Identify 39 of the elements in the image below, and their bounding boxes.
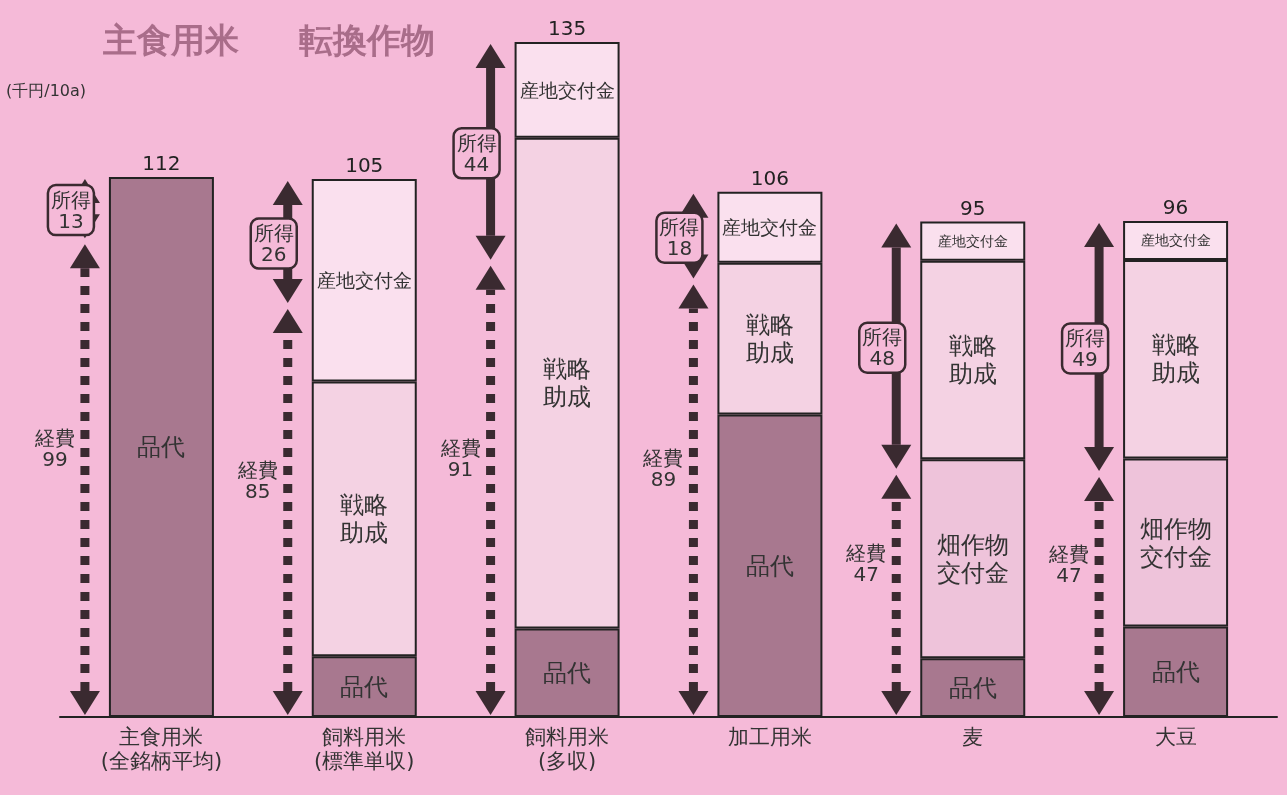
text: 畑作物交付金 <box>1139 514 1212 571</box>
series-label: 品代 <box>948 673 997 702</box>
series-label: 産地交付金 <box>316 269 412 292</box>
x-tick-label: 飼料用米 (多収) <box>525 725 610 773</box>
text: 品代 <box>137 433 186 461</box>
x-tick-label: 加工用米 <box>727 725 812 749</box>
text: 戦略助成 <box>745 310 794 367</box>
x-tick-label: 大豆 <box>1154 725 1197 749</box>
series-label: 戦略助成 <box>340 490 389 547</box>
text: 品代 <box>340 672 389 701</box>
text: 品代 <box>543 658 592 687</box>
text: 品代 <box>745 551 794 580</box>
annotation: 転換作物 <box>298 20 435 60</box>
series-label: 畑作物交付金 <box>936 530 1009 587</box>
annotation: 106 <box>750 165 790 190</box>
x-tick-label: 麦 <box>962 725 984 749</box>
text: 品代 <box>1151 657 1200 686</box>
annotation: 経費 99 <box>33 425 75 471</box>
annotation: 135 <box>547 16 587 40</box>
x-tick-label: 主食用米 (全銘柄平均) <box>100 725 223 773</box>
text: 戦略助成 <box>1151 331 1200 388</box>
annotation: 112 <box>142 151 181 175</box>
annotation: 96 <box>1162 194 1189 219</box>
text: 産地交付金 <box>519 78 615 101</box>
text: 戦略助成 <box>948 331 997 388</box>
y-axis-title: (千円/10a) <box>6 80 87 100</box>
text: 産地交付金 <box>1140 232 1211 249</box>
annotation: 経費 89 <box>642 445 684 491</box>
text: 戦略助成 <box>543 355 592 412</box>
text: 産地交付金 <box>722 216 818 239</box>
annotation: 主食用米 <box>101 20 239 60</box>
annotation: 経費 47 <box>845 540 887 586</box>
annotation: 経費 47 <box>1048 542 1090 588</box>
annotation: 95 <box>960 195 986 220</box>
annotation: 経費 91 <box>439 436 481 482</box>
text: 産地交付金 <box>937 233 1008 250</box>
annotation: 経費 85 <box>236 458 278 504</box>
annotation: 105 <box>345 153 384 178</box>
x-tick-label: 飼料用米 (標準単収) <box>314 725 415 773</box>
